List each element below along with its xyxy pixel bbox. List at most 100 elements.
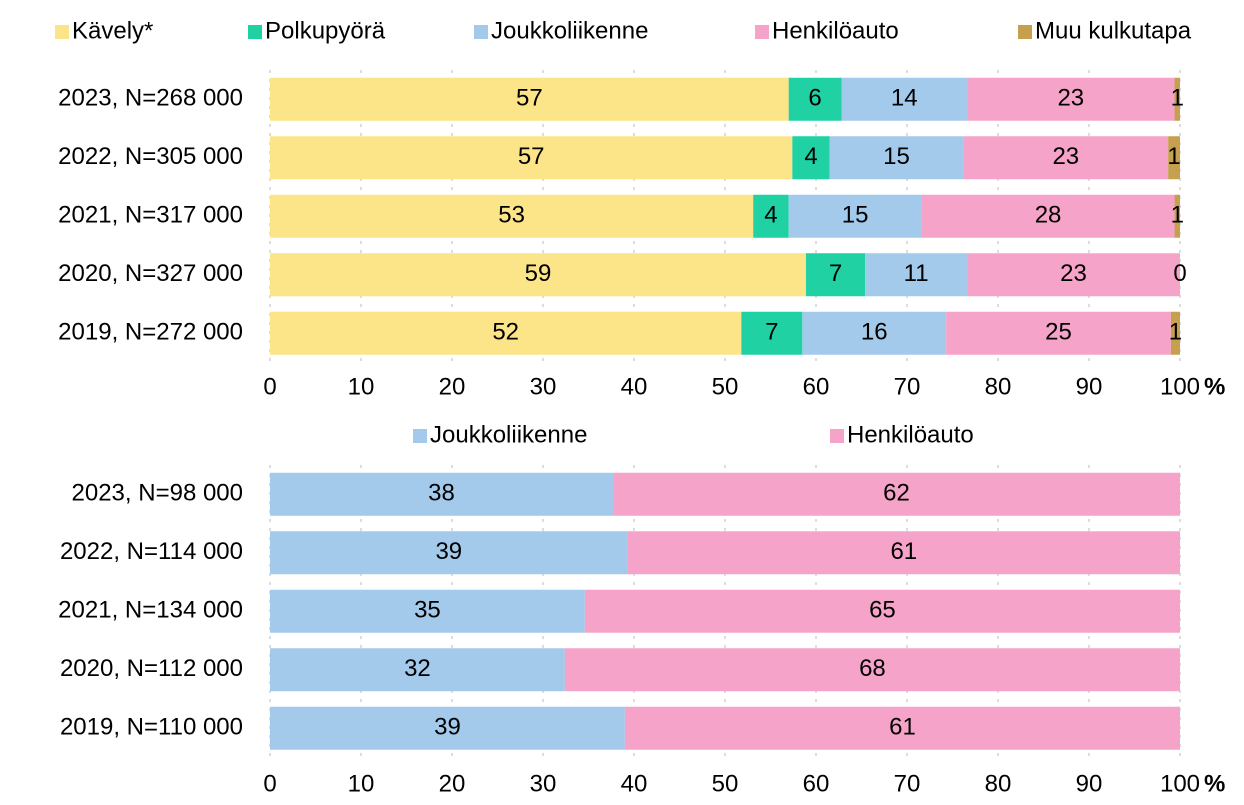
legend-swatch [55, 25, 69, 39]
data-label: 25 [1045, 319, 1072, 346]
y-tick-label: 2019, N=272 000 [58, 319, 243, 346]
x-tick-label: 100 [1160, 770, 1200, 797]
x-tick-label: 90 [1076, 770, 1103, 797]
bar-segment [753, 194, 789, 238]
data-label: 7 [765, 319, 778, 346]
data-label: 62 [883, 480, 910, 507]
y-tick-label: 2022, N=305 000 [58, 143, 243, 170]
bar-segment [946, 311, 1171, 355]
data-label: 4 [804, 143, 817, 170]
y-tick-label: 2019, N=110 000 [60, 714, 243, 741]
x-tick-label: 60 [803, 373, 830, 400]
bar-segment [967, 77, 1175, 121]
bar-segment [270, 194, 754, 238]
bar-segment [967, 253, 1180, 297]
x-tick-label: 50 [712, 770, 739, 797]
y-tick-label: 2022, N=114 000 [60, 538, 243, 565]
data-label: 32 [404, 655, 431, 682]
bar-segment [624, 706, 1180, 750]
data-label: 4 [764, 202, 777, 229]
data-label: 52 [492, 319, 519, 346]
legend-swatch [248, 25, 262, 39]
data-label: 23 [1057, 85, 1084, 112]
bar-segment [613, 472, 1180, 516]
data-label: 16 [861, 319, 888, 346]
data-label: 11 [904, 260, 929, 287]
x-tick-label: 80 [985, 373, 1012, 400]
x-tick-label: 80 [985, 770, 1012, 797]
data-label: 39 [435, 538, 462, 565]
bar-segment [805, 253, 866, 297]
data-label: 28 [1035, 202, 1062, 229]
y-tick-label: 2020, N=327 000 [58, 260, 243, 287]
legend-label: Kävely* [72, 17, 153, 44]
y-tick-label: 2021, N=134 000 [58, 597, 243, 624]
y-tick-label: 2023, N=98 000 [72, 480, 243, 507]
legend-swatch [413, 429, 427, 443]
x-tick-label: 30 [530, 373, 557, 400]
data-label: 35 [414, 597, 441, 624]
data-label: 65 [869, 597, 896, 624]
x-tick-label: 0 [263, 373, 276, 400]
x-tick-label: 10 [348, 373, 375, 400]
bar-segment [270, 706, 625, 750]
data-label: 61 [890, 538, 917, 565]
bar-segment [1170, 311, 1180, 355]
data-label: 53 [498, 202, 525, 229]
data-label: 1 [1171, 202, 1184, 229]
x-tick-label: 40 [621, 770, 648, 797]
x-tick-label: 20 [439, 770, 466, 797]
legend-label: Polkupyörä [265, 17, 386, 44]
x-tick-label: 100 [1160, 373, 1200, 400]
bar-segment [1168, 136, 1180, 180]
data-label: 23 [1060, 260, 1087, 287]
bar-segment [1174, 77, 1180, 121]
data-label: 39 [434, 714, 461, 741]
data-label: 61 [889, 714, 916, 741]
bar-segment [921, 194, 1175, 238]
data-label: 7 [829, 260, 842, 287]
data-label: 1 [1167, 143, 1180, 170]
bar-segment [270, 253, 806, 297]
bar-segment [270, 531, 628, 575]
bar-segment [564, 648, 1180, 692]
data-label: 1 [1171, 85, 1184, 112]
x-tick-label: 30 [530, 770, 557, 797]
bar-segment [270, 472, 614, 516]
legend-swatch [755, 25, 769, 39]
legend-label: Henkilöauto [772, 17, 899, 44]
bar-segment [963, 136, 1169, 180]
bar-segment [270, 648, 565, 692]
legend-swatch [830, 429, 844, 443]
y-tick-label: 2020, N=112 000 [60, 655, 243, 682]
data-label: 1 [1169, 319, 1182, 346]
x-tick-label: 50 [712, 373, 739, 400]
legend-label: Joukkoliikenne [430, 421, 587, 448]
x-tick-label: 70 [894, 770, 921, 797]
x-tick-label: 10 [348, 770, 375, 797]
bar-segment [802, 311, 947, 355]
x-tick-label: 70 [894, 373, 921, 400]
data-label: 14 [891, 85, 918, 112]
bar-segment [841, 77, 968, 121]
legend-swatch [1018, 25, 1032, 39]
legend-swatch [474, 25, 488, 39]
x-tick-label: 60 [803, 770, 830, 797]
x-axis-label: % [1204, 770, 1225, 797]
bar-segment [270, 589, 585, 633]
bar-segment [270, 136, 793, 180]
x-tick-label: 20 [439, 373, 466, 400]
y-tick-label: 2023, N=268 000 [58, 85, 243, 112]
legend-label: Muu kulkutapa [1035, 17, 1192, 44]
x-tick-label: 90 [1076, 373, 1103, 400]
x-axis-label: % [1204, 373, 1225, 400]
data-label: 23 [1052, 143, 1079, 170]
bar-segment [741, 311, 803, 355]
bar-segment [788, 77, 842, 121]
bar-segment [829, 136, 964, 180]
bar-segment [792, 136, 830, 180]
bar-segment [584, 589, 1180, 633]
bar-segment [270, 311, 742, 355]
data-label: 57 [518, 143, 545, 170]
